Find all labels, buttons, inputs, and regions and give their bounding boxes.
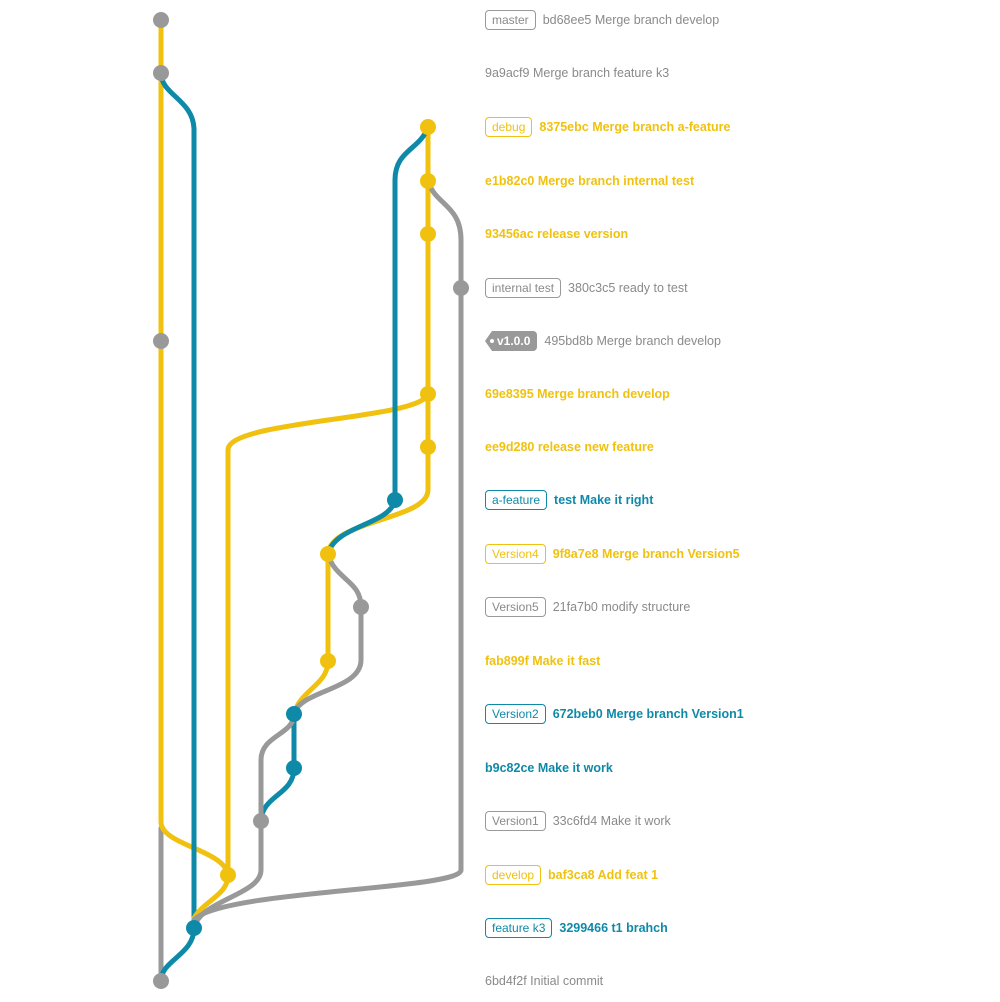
commit-node[interactable] xyxy=(153,973,169,989)
commit-node[interactable] xyxy=(153,333,169,349)
commit-message: 69e8395 Merge branch develop xyxy=(485,387,670,401)
commit-node[interactable] xyxy=(186,920,202,936)
commit-node[interactable] xyxy=(286,760,302,776)
commit-message: 3299466 t1 brahch xyxy=(559,921,668,935)
commit-node[interactable] xyxy=(286,706,302,722)
commit-row[interactable]: v1.0.0 495bd8b Merge branch develop xyxy=(485,330,721,352)
commit-node[interactable] xyxy=(420,386,436,402)
graph-line-feature-k3-lane xyxy=(158,70,197,984)
branch-tag[interactable]: feature k3 xyxy=(485,918,553,938)
branch-tag[interactable]: master xyxy=(485,10,536,30)
commit-row[interactable]: b9c82ce Make it work xyxy=(485,757,613,779)
branch-tag[interactable]: a-feature xyxy=(485,490,548,510)
commit-row[interactable]: Version5 21fa7b0 modify structure xyxy=(485,596,690,618)
commit-message: 8375ebc Merge branch a-feature xyxy=(539,120,731,134)
commit-message: e1b82c0 Merge branch internal test xyxy=(485,174,695,188)
commit-row[interactable]: feature k3 3299466 t1 brahch xyxy=(485,917,668,939)
commit-message: ee9d280 release new feature xyxy=(485,440,654,454)
branch-tag[interactable]: internal test xyxy=(485,278,562,298)
commit-node[interactable] xyxy=(420,439,436,455)
version-tag[interactable]: v1.0.0 xyxy=(485,331,538,351)
commit-message: test Make it right xyxy=(554,493,654,507)
commit-row[interactable]: Version4 9f8a7e8 Merge branch Version5 xyxy=(485,543,740,565)
commit-message: 495bd8b Merge branch develop xyxy=(544,334,721,348)
commit-node[interactable] xyxy=(420,173,436,189)
commit-row[interactable]: 93456ac release version xyxy=(485,223,628,245)
commit-message: b9c82ce Make it work xyxy=(485,761,613,775)
commit-message: 33c6fd4 Make it work xyxy=(552,814,671,828)
commit-message: 6bd4f2f Initial commit xyxy=(485,974,604,988)
commit-node[interactable] xyxy=(320,653,336,669)
branch-tag[interactable]: Version1 xyxy=(485,811,546,831)
branch-tag[interactable]: Version5 xyxy=(485,597,546,617)
commit-node[interactable] xyxy=(153,65,169,81)
commit-message: fab899f Make it fast xyxy=(485,654,601,668)
commit-graph xyxy=(153,12,469,989)
commit-row[interactable]: Version2 672beb0 Merge branch Version1 xyxy=(485,703,744,725)
commit-row[interactable]: fab899f Make it fast xyxy=(485,650,600,672)
commit-message: bd68ee5 Merge branch develop xyxy=(542,13,720,27)
graph-line-develop-lane xyxy=(191,124,431,921)
version-tag-label: v1.0.0 xyxy=(497,334,531,348)
commit-message: 672beb0 Merge branch Version1 xyxy=(552,707,744,721)
commit-node[interactable] xyxy=(253,813,269,829)
commit-node[interactable] xyxy=(420,119,436,135)
commit-row[interactable]: 69e8395 Merge branch develop xyxy=(485,383,670,405)
commit-message: 21fa7b0 modify structure xyxy=(552,600,691,614)
commit-row[interactable]: Version1 33c6fd4 Make it work xyxy=(485,810,671,832)
commit-row[interactable]: 9a9acf9 Merge branch feature k3 xyxy=(485,62,669,84)
commit-node[interactable] xyxy=(220,867,236,883)
commit-node[interactable] xyxy=(320,546,336,562)
commit-message: 9a9acf9 Merge branch feature k3 xyxy=(485,66,670,80)
graph-line-version1-lane xyxy=(191,711,297,931)
commit-message: 93456ac release version xyxy=(485,227,629,241)
graph-line-master-lane xyxy=(158,17,231,878)
commit-row[interactable]: internal test 380c3c5 ready to test xyxy=(485,277,688,299)
commit-node[interactable] xyxy=(353,599,369,615)
tag-arrow-icon xyxy=(485,331,492,351)
branch-tag[interactable]: Version4 xyxy=(485,544,546,564)
commit-row[interactable]: ee9d280 release new feature xyxy=(485,436,654,458)
commit-node[interactable] xyxy=(420,226,436,242)
commit-node[interactable] xyxy=(387,492,403,508)
commit-row[interactable]: a-feature test Make it right xyxy=(485,489,653,511)
commit-row[interactable]: master bd68ee5 Merge branch develop xyxy=(485,9,719,31)
graph-line-internal-test-lane xyxy=(191,178,464,923)
commit-row[interactable]: e1b82c0 Merge branch internal test xyxy=(485,170,694,192)
graph-line-version5-lane xyxy=(291,551,364,717)
commit-row[interactable]: 6bd4f2f Initial commit xyxy=(485,970,603,992)
commit-row[interactable]: develop baf3ca8 Add feat 1 xyxy=(485,864,658,886)
commit-node[interactable] xyxy=(453,280,469,296)
commit-message: 380c3c5 ready to test xyxy=(568,281,688,295)
commit-node[interactable] xyxy=(153,12,169,28)
branch-tag[interactable]: debug xyxy=(485,117,533,137)
commit-message: 9f8a7e8 Merge branch Version5 xyxy=(552,547,740,561)
commit-message: baf3ca8 Add feat 1 xyxy=(548,868,659,882)
graph-line-a-feature-merge xyxy=(325,497,398,557)
branch-tag[interactable]: Version2 xyxy=(485,704,546,724)
branch-tag[interactable]: develop xyxy=(485,865,542,885)
commit-row[interactable]: debug 8375ebc Merge branch a-feature xyxy=(485,116,730,138)
